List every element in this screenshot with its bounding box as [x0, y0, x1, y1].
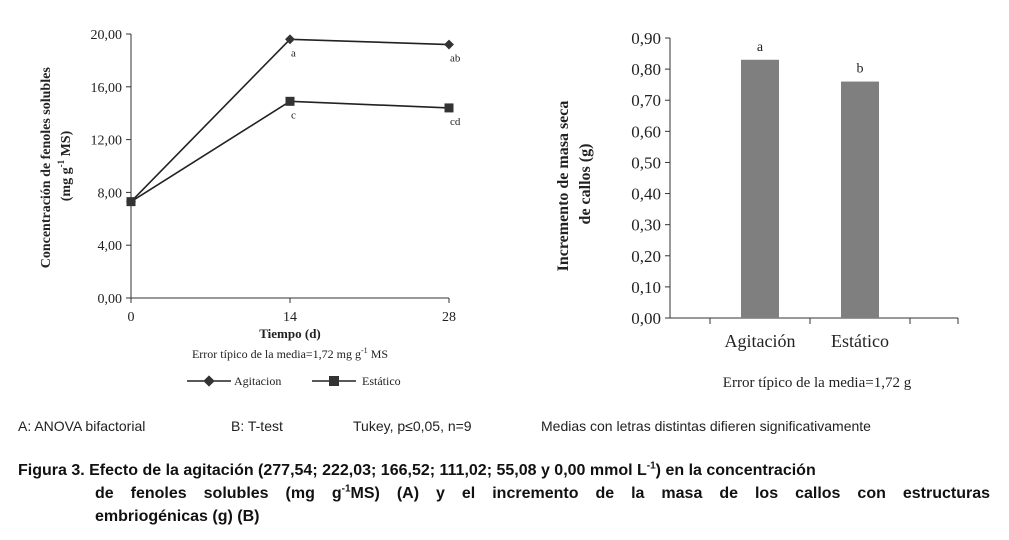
chart-b-error-note: Error típico de la media=1,72 g	[723, 375, 912, 391]
chart-a-ylabel: Concentración de fenoles solubles (mg g-…	[39, 64, 74, 269]
chart-b-y-tick-label: 0,10	[631, 278, 661, 297]
chart-b-category-label: Estático	[831, 331, 889, 351]
chart-a-point-square	[126, 197, 136, 207]
chart-b-y-tick-label: 0,50	[631, 153, 661, 172]
chart-a-y-tick-label: 8,00	[98, 186, 123, 201]
chart-a-point-diamond	[444, 39, 454, 50]
chart-a-xlabel: Tiempo (d)	[259, 326, 321, 341]
chart-b-y-tick-label: 0,80	[631, 60, 661, 79]
chart-a-y-tick-label: 16,00	[91, 81, 123, 96]
note-anova: A: ANOVA bifactorial	[18, 418, 146, 434]
chart-b-y-tick-label: 0,00	[631, 309, 661, 328]
chart-b-y-tick-label: 0,90	[631, 29, 661, 48]
chart-b-y-tick-label: 0,60	[631, 122, 661, 141]
legend-square-marker	[329, 376, 339, 386]
chart-a-point-letter: a	[291, 47, 296, 59]
chart-a-x-tick-label: 14	[283, 310, 297, 325]
chart-a-point-square	[444, 103, 454, 113]
chart-a-point-letter: c	[291, 109, 296, 121]
chart-a-x-tick-label: 28	[442, 310, 456, 325]
chart-b-bar-1	[741, 59, 779, 319]
chart-a-x-tick-label: 0	[128, 310, 135, 325]
chart-b-plot: 0,00 0,10 0,20 0,30 0,40 0,50 0,60 0,70 0,80 0,90…	[631, 29, 959, 351]
chart-a-y-tick-label: 20,00	[91, 28, 123, 43]
chart-a-point-letter: ab	[450, 53, 461, 65]
note-tukey: Tukey, p≤0,05, n=9	[353, 418, 472, 434]
chart-b-y-tick-label: 0,30	[631, 216, 661, 235]
chart-a-legend: Agitacion Estático	[187, 374, 401, 388]
chart-a-y-tick-label: 4,00	[98, 239, 123, 254]
figure-caption: Figura 3. Efecto de la agitación (277,54…	[18, 460, 990, 525]
chart-b-y-tick-label: 0,40	[631, 185, 661, 204]
legend-label-agitacion: Agitacion	[234, 374, 281, 388]
chart-a-y-tick-label: 0,00	[98, 292, 123, 307]
chart-b-y-tick-label: 0,70	[631, 91, 661, 110]
chart-b-bar-letter: a	[757, 40, 764, 55]
chart-a-y-tick-label: 12,00	[91, 134, 123, 149]
chart-a-plot: 0,00 4,00 8,00 12,00 16,00 20,00 0 14 28 a ab c cd	[91, 28, 461, 325]
chart-b: Incremento de masa seca de callos (g) Er…	[555, 29, 959, 391]
note-medias: Medias con letras distintas difieren sig…	[541, 418, 871, 434]
chart-b-ylabel: Incremento de masa seca de callos (g)	[555, 97, 594, 272]
chart-b-y-tick-label: 0,20	[631, 247, 661, 266]
note-ttest: B: T-test	[231, 418, 283, 434]
chart-b-category-label: Agitación	[725, 331, 796, 351]
legend-label-estatico: Estático	[362, 374, 401, 388]
chart-b-bar-2	[841, 81, 879, 318]
chart-a: Concentración de fenoles solubles (mg g-…	[39, 28, 461, 388]
chart-a-point-letter: cd	[450, 116, 461, 128]
chart-a-series-line-2	[130, 100, 450, 203]
legend-diamond-marker	[203, 375, 215, 387]
chart-a-series-line-1	[130, 38, 450, 203]
chart-a-error-note: Error típico de la media=1,72 mg g-1 MS	[192, 346, 388, 361]
chart-b-bar-letter: b	[857, 62, 864, 77]
statistics-notes: A: ANOVA bifactorial B: T-test Tukey, p≤…	[18, 418, 998, 438]
chart-a-point-square	[285, 96, 295, 106]
